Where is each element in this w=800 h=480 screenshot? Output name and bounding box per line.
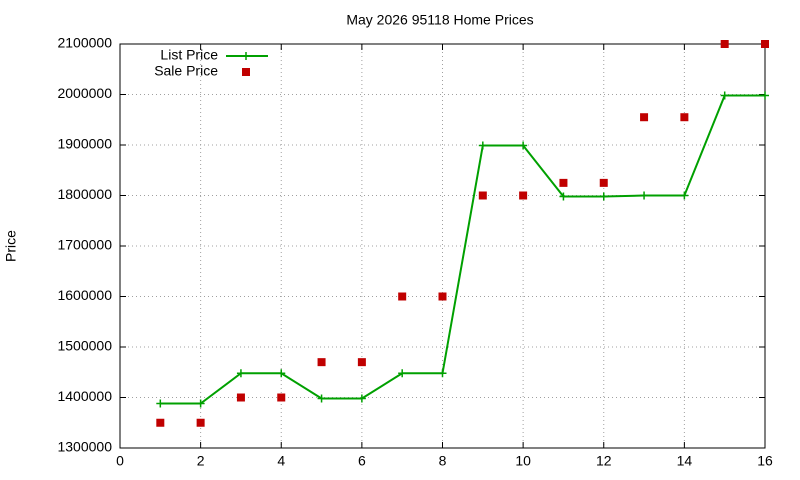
y-axis-label: Price (3, 230, 19, 262)
point (761, 40, 769, 48)
legend-marker (242, 52, 250, 60)
y-tick-label: 1600000 (57, 287, 112, 303)
point (680, 113, 689, 122)
point (438, 292, 447, 301)
point (720, 91, 729, 100)
point (317, 394, 326, 403)
chart-title: May 2026 95118 Home Prices (346, 12, 533, 28)
point (236, 369, 245, 378)
point (519, 191, 528, 200)
point (357, 358, 366, 367)
x-tick-label: 10 (515, 453, 531, 469)
x-tick-label: 12 (596, 453, 612, 469)
legend-marker (242, 68, 250, 76)
point (478, 141, 487, 150)
point (559, 192, 568, 201)
plot-frame (119, 43, 766, 449)
series-line (160, 94, 765, 405)
x-tick-label: 16 (757, 453, 773, 469)
point (156, 399, 165, 408)
point (478, 191, 487, 200)
point (398, 292, 407, 301)
y-tick-label: 1800000 (57, 186, 112, 202)
point (438, 369, 447, 378)
x-tick-label: 4 (277, 453, 285, 469)
y-tick-label: 1300000 (57, 439, 112, 455)
x-tick-label: 6 (358, 453, 366, 469)
point (761, 91, 769, 100)
point (599, 178, 608, 187)
point (640, 113, 649, 122)
point (317, 358, 326, 367)
point (196, 418, 205, 427)
y-tick-label: 1500000 (57, 338, 112, 354)
y-tick-label: 1400000 (57, 388, 112, 404)
y-tick-label: 1700000 (57, 237, 112, 253)
point (277, 369, 286, 378)
y-tick-label: 2000000 (57, 85, 112, 101)
point (640, 191, 649, 200)
x-tick-label: 2 (197, 453, 205, 469)
point (357, 394, 366, 403)
legend-label: List Price (160, 47, 218, 63)
y-tick-label: 1900000 (57, 136, 112, 152)
x-tick-label: 8 (439, 453, 447, 469)
point (680, 191, 689, 200)
x-tick-label: 14 (677, 453, 693, 469)
point (559, 178, 568, 187)
legend-label: Sale Price (154, 63, 218, 79)
point (720, 40, 729, 48)
point (196, 399, 205, 408)
x-tick-label: 0 (116, 453, 124, 469)
point (599, 192, 608, 201)
point (519, 141, 528, 150)
point (236, 393, 245, 402)
point (156, 418, 165, 427)
point (398, 369, 407, 378)
point (277, 393, 286, 402)
y-tick-label: 2100000 (57, 35, 112, 51)
